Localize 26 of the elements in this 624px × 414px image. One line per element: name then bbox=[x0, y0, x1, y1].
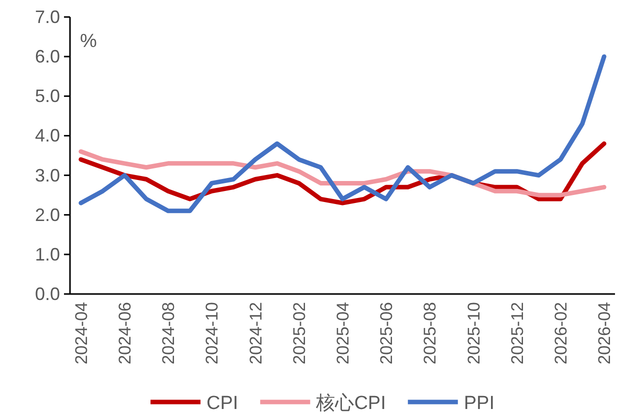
x-tick-label: 2024-12 bbox=[246, 302, 266, 364]
x-tick-label: 2025-10 bbox=[464, 302, 484, 364]
x-tick-label: 2024-04 bbox=[72, 302, 91, 364]
y-axis-title: % bbox=[80, 31, 97, 52]
x-tick-label: 2025-12 bbox=[508, 302, 527, 364]
y-tick-label: 6.0 bbox=[34, 46, 60, 67]
x-tick-label: 2024-06 bbox=[116, 302, 134, 364]
x-tick-label: 2024-08 bbox=[159, 302, 178, 364]
x-tick-label: 2025-02 bbox=[290, 302, 309, 364]
line-series bbox=[78, 54, 606, 214]
x-tick-label: 2025-06 bbox=[377, 302, 396, 364]
x-tick-label: 2025-08 bbox=[420, 302, 440, 364]
legend-label: PPI bbox=[464, 393, 494, 414]
x-tick-label: 2026-04 bbox=[595, 302, 614, 364]
y-tick-label: 0.0 bbox=[34, 284, 60, 304]
y-tick-label: 5.0 bbox=[34, 86, 60, 106]
y-tick-label: 7.0 bbox=[34, 7, 60, 27]
y-tick-label: 1.0 bbox=[34, 244, 60, 264]
x-tick-label: 2024-10 bbox=[202, 302, 222, 364]
y-tick-label: 3.0 bbox=[34, 165, 60, 186]
x-tick-label: 2026-02 bbox=[552, 302, 570, 364]
y-tick-label: 4.0 bbox=[34, 126, 60, 146]
y-tick-label: 2.0 bbox=[34, 204, 60, 225]
x-tick-label: 2025-04 bbox=[334, 302, 352, 364]
legend-label: CPI bbox=[206, 393, 238, 414]
legend-label: 核心CPI bbox=[315, 392, 386, 414]
